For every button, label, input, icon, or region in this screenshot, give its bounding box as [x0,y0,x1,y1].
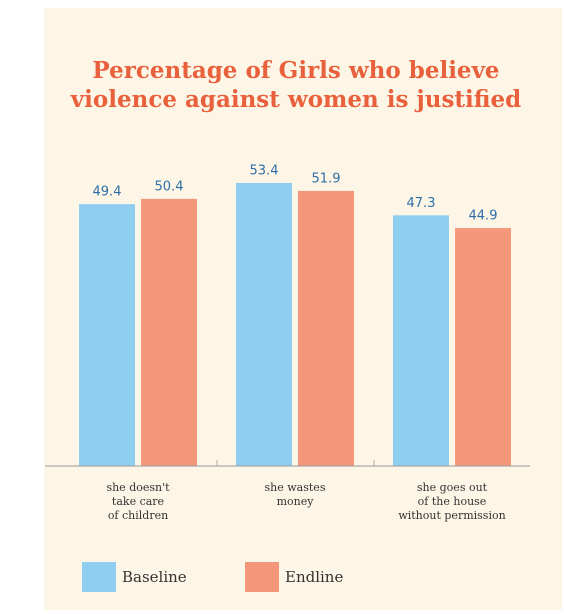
chart-title: violence against women is justified [70,86,521,113]
x-tick-label: she doesn't [106,481,170,494]
legend-label: Endline [285,568,343,586]
legend-label: Baseline [122,568,187,586]
x-tick-label: she goes out [417,481,488,494]
value-label: 50.4 [155,179,184,194]
x-tick-label: of the house [418,495,487,508]
x-tick-label: she wastes [265,481,326,494]
bar [236,182,292,467]
value-label: 47.3 [407,196,436,211]
x-tick-label: of children [108,509,168,522]
legend-swatch [245,562,279,592]
value-label: 49.4 [93,185,122,200]
bar [393,215,449,466]
bar [141,198,197,466]
x-tick-label: take care [112,495,164,508]
value-label: 51.9 [312,171,341,186]
x-tick-label: money [277,495,315,508]
value-label: 53.4 [250,163,279,178]
legend-swatch [82,562,116,592]
bar [455,228,511,466]
value-label: 44.9 [469,209,498,224]
chart-title: Percentage of Girls who believe [92,57,499,84]
x-tick-label: without permission [398,509,505,522]
bar [79,204,135,466]
bar [298,190,354,466]
